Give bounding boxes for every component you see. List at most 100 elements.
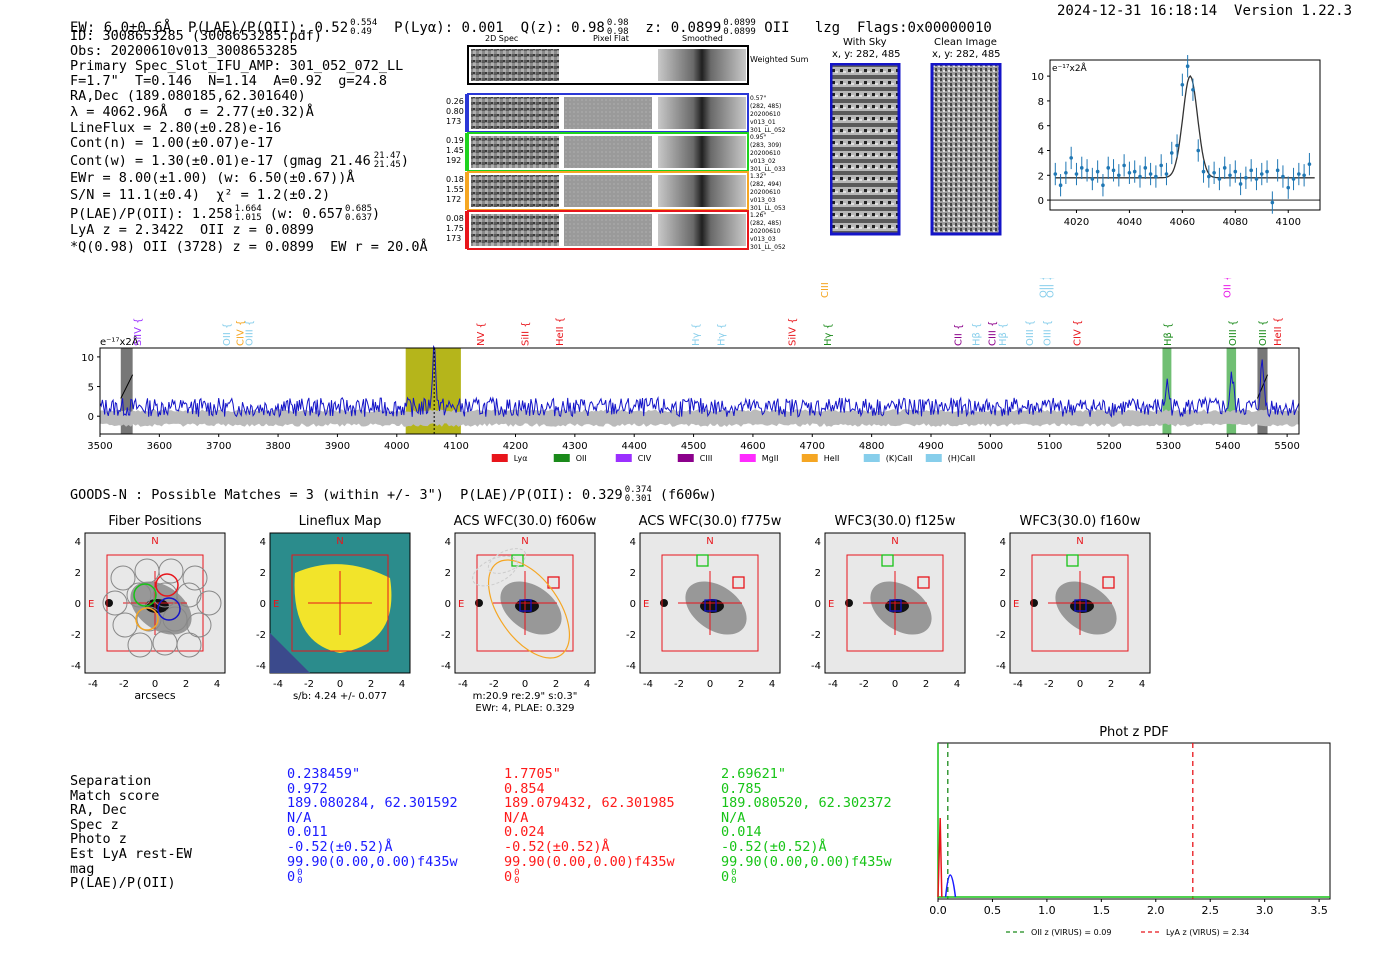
fiber-circle — [136, 606, 162, 632]
zoom-xtick-label: 4040 — [1117, 217, 1142, 228]
cutout-color-bar — [465, 211, 468, 249]
zoom-point — [1207, 174, 1211, 179]
fiber-highlight — [155, 573, 179, 597]
cutout-row-meta: 301_LL_052 — [750, 127, 786, 134]
panel-ytick: 4 — [260, 537, 266, 548]
spec-grey-band — [1257, 348, 1268, 434]
panel-subtitle: EWr: 4, PLAE: 0.329 — [475, 703, 574, 714]
panel-subtitle: s/b: 4.24 +/- 0.077 — [293, 691, 387, 702]
spec-xtick-label: 3700 — [206, 441, 231, 452]
info-lineflux: LineFlux = 2.80(±0.28)e-16 — [70, 120, 282, 136]
spec-line-name: OIII { — [244, 320, 255, 346]
matches-lo: 0.301 — [624, 494, 652, 504]
spec-line-label: OIII { — [1043, 320, 1054, 346]
photz-xtick-label: 3.5 — [1310, 904, 1328, 917]
zoom-point — [1228, 173, 1232, 178]
spec-line-label: OIII { — [1228, 320, 1239, 346]
neighbor-source — [845, 599, 853, 607]
matches-header: GOODS-N : Possible Matches = 3 (within +… — [70, 486, 717, 504]
spec-ytick-label: 0 — [88, 412, 94, 423]
panel-ytick: 2 — [260, 568, 266, 579]
image-panel: ACS WFC(30.0) f606w N E -4 -4 -2 -2 0 0 2 2 4 4 m:20.… — [430, 512, 610, 726]
lineflux-low — [270, 633, 310, 673]
match-box-1 — [704, 599, 717, 612]
fiber-circle — [186, 612, 212, 638]
cutout-flat — [564, 175, 652, 207]
panel-xtick: -4 — [458, 679, 468, 690]
cutout-smooth — [658, 136, 746, 168]
cutout-row-value: 1.75 — [446, 224, 464, 233]
panel-xtick: 0 — [522, 679, 528, 690]
panel-svg: ACS WFC(30.0) f606w N E -4 -4 -2 -2 0 0 2 2 4 4 m:20.… — [441, 514, 597, 714]
spec-line-label: OIII { — [1025, 320, 1036, 346]
clean-image — [930, 63, 1002, 236]
photz-curve-red — [937, 817, 943, 898]
qz-value: Q(z): 0.98 — [520, 20, 605, 36]
cutout-row-meta: (282, 485) — [750, 220, 781, 227]
match-cell: -0.52(±0.52)Å — [287, 838, 393, 855]
panel-ytick: 4 — [1000, 537, 1006, 548]
zoom-xtick-label: 4060 — [1170, 217, 1195, 228]
neighbor-source — [475, 599, 483, 607]
panel-title: Lineflux Map — [299, 514, 382, 529]
panel-subtitle: m:20.9 re:2.9" s:0.3" — [473, 691, 578, 702]
photz-xtick-label: 0.0 — [929, 904, 947, 917]
match-cell: 1.7705" — [504, 766, 561, 782]
match-cell: 0.024 — [504, 824, 545, 841]
spec-line-label: Hγ { — [716, 323, 727, 346]
fiber-highlight — [135, 607, 159, 631]
compass-e: E — [828, 599, 834, 610]
spec-line-label: Hγ { — [823, 323, 834, 346]
cutout-row-meta: 20200610 — [750, 150, 781, 157]
panel-xtick: 2 — [368, 679, 374, 690]
info-sn: S/N = 11.1(±0.4) χ² = 1.2(±0.2) — [70, 187, 331, 203]
spec-xtick-label: 4700 — [800, 441, 825, 452]
spec-line-label: OII { — [1039, 278, 1050, 298]
zoom-xtick-label: 4020 — [1064, 217, 1089, 228]
plae-text: P(LAE)/P(OII): 1.258 — [70, 206, 233, 222]
zoom-point — [1058, 183, 1063, 188]
panel-ytick: 0 — [815, 599, 821, 610]
match-cell: -0.52(±0.52)Å — [721, 838, 827, 855]
zoom-point — [1265, 169, 1269, 174]
with-sky-image — [830, 63, 901, 236]
header-line: EW: 6.0±0.6Å P(LAE)/P(OII): 0.52 0.554 0.4… — [70, 3, 992, 37]
zoom-fit-curve — [1055, 75, 1315, 179]
info-id: ID: 3008653285 (3008653285.pdf) — [70, 28, 322, 44]
panel-ytick: -2 — [256, 630, 266, 641]
match-box-3 — [1066, 554, 1079, 567]
clean-xy: x, y: 282, 485 — [932, 49, 1001, 60]
spec-line-label: Hβ { — [1163, 323, 1174, 346]
zoom-point — [1101, 183, 1105, 188]
compass-n: N — [1076, 536, 1083, 547]
spec-xtick-label: 4600 — [740, 441, 765, 452]
panel-ytick: -2 — [996, 630, 1006, 641]
cutout-flat — [564, 136, 652, 168]
spec-line-label: Hγ { — [691, 323, 702, 346]
panel-xtick: -4 — [643, 679, 653, 690]
fiber-circle — [196, 590, 222, 616]
match-cell: 0.011 — [287, 824, 328, 841]
panel-ytick: 2 — [75, 568, 81, 579]
neighbor-source — [1030, 599, 1038, 607]
panel-svg: WFC3(30.0) f125w N E -4 -4 -2 -2 0 0 2 2 4 4 — [811, 514, 966, 690]
fiber-circle — [126, 582, 152, 608]
cutout-row-meta: (282, 485) — [750, 103, 781, 110]
zoom-point — [1127, 171, 1132, 175]
plae-w-hi: 0.685 — [344, 204, 373, 214]
spec-line-name: Hβ { — [998, 323, 1009, 346]
spec-line-label: Hβ { — [972, 323, 983, 346]
panel-xtick: -4 — [828, 679, 838, 690]
zoom-point — [1085, 168, 1089, 173]
plae-lo2: 1.015 — [234, 213, 262, 223]
spec-line-name: OII { — [1223, 278, 1234, 298]
clean-title: Clean Image — [934, 37, 997, 48]
cutout-row-meta: v013_03 — [750, 236, 776, 243]
cutout-grid: 2D Spec Pixel Flat Smoothed Weighted Sum… — [446, 34, 809, 251]
match-row-label: Separation — [70, 773, 152, 789]
panel-svg: ACS WFC(30.0) f775w N E -4 -4 -2 -2 0 0 2 2 4 4 — [626, 514, 782, 690]
spec-legend-label: Lyα — [514, 454, 528, 463]
spec-legend-swatch — [925, 454, 942, 462]
panel-xtick: 0 — [1077, 679, 1083, 690]
